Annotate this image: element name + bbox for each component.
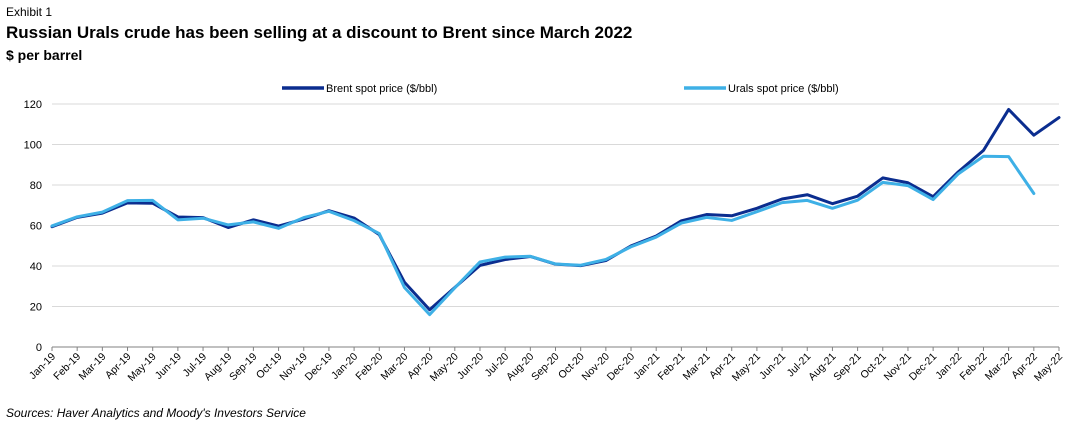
x-tick-label: Sep-20	[529, 351, 562, 384]
gridlines	[52, 103, 1059, 307]
legend-label: Brent spot price ($/bbl)	[326, 83, 437, 95]
x-tick-label: May-20	[428, 351, 461, 384]
x-tick-label: Mar-20	[379, 351, 411, 383]
x-tick-label: Mar-19	[76, 351, 108, 383]
x-tick-label: Mar-21	[681, 351, 713, 383]
y-tick-label: 0	[36, 342, 42, 354]
chart-title: Russian Urals crude has been selling at …	[6, 23, 633, 42]
x-tick-label: Jun-21	[757, 351, 788, 382]
x-tick-label: Feb-20	[353, 351, 385, 383]
x-tick-label: May-19	[126, 351, 159, 384]
x-axis: Jan-19Feb-19Mar-19Apr-19May-19Jun-19Jul-…	[27, 346, 1065, 384]
x-tick-label: May-21	[730, 351, 763, 384]
x-tick-label: Jun-19	[153, 351, 184, 382]
y-tick-label: 120	[24, 99, 42, 111]
legend-item-urals: Urals spot price ($/bbl)	[684, 83, 839, 95]
x-tick-label: Feb-21	[655, 351, 687, 383]
series-line-urals	[50, 154, 1036, 317]
unit-label: $ per barrel	[6, 47, 83, 63]
y-axis-ticks: 0 20 40 60 80 100 120	[24, 99, 42, 354]
y-tick-label: 100	[24, 140, 42, 152]
y-tick-label: 20	[30, 302, 42, 314]
series-line-brent	[50, 107, 1061, 312]
x-tick-label: Mar-22	[983, 351, 1015, 383]
legend: Brent spot price ($/bbl) Urals spot price…	[282, 83, 839, 95]
x-tick-label: Sep-21	[831, 351, 864, 384]
x-tick-label: Feb-19	[51, 351, 83, 383]
x-tick-label: Feb-22	[958, 351, 990, 383]
legend-item-brent: Brent spot price ($/bbl)	[282, 83, 437, 95]
legend-label: Urals spot price ($/bbl)	[728, 83, 839, 95]
x-tick-label: Dec-19	[303, 351, 336, 384]
y-tick-label: 80	[30, 180, 42, 192]
y-tick-label: 60	[30, 221, 42, 233]
x-tick-label: May-22	[1032, 351, 1065, 384]
exhibit-label: Exhibit 1	[6, 5, 53, 19]
x-tick-label: Sep-19	[227, 351, 260, 384]
x-tick-label: Dec-20	[605, 351, 638, 384]
x-tick-label: Dec-21	[907, 351, 940, 384]
series-lines	[50, 107, 1061, 317]
x-tick-label: Jun-20	[455, 351, 486, 382]
y-tick-label: 40	[30, 261, 42, 273]
source-note: Sources: Haver Analytics and Moody's Inv…	[6, 406, 306, 420]
